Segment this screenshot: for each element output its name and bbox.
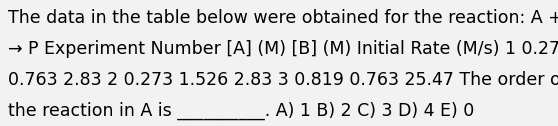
Text: the reaction in A is __________. A) 1 B) 2 C) 3 D) 4 E) 0: the reaction in A is __________. A) 1 B)… <box>8 101 475 120</box>
Text: → P Experiment Number [A] (M) [B] (M) Initial Rate (M/s) 1 0.273: → P Experiment Number [A] (M) [B] (M) In… <box>8 40 558 58</box>
Text: 0.763 2.83 2 0.273 1.526 2.83 3 0.819 0.763 25.47 The order of: 0.763 2.83 2 0.273 1.526 2.83 3 0.819 0.… <box>8 71 558 89</box>
Text: The data in the table below were obtained for the reaction: A + B: The data in the table below were obtaine… <box>8 9 558 27</box>
